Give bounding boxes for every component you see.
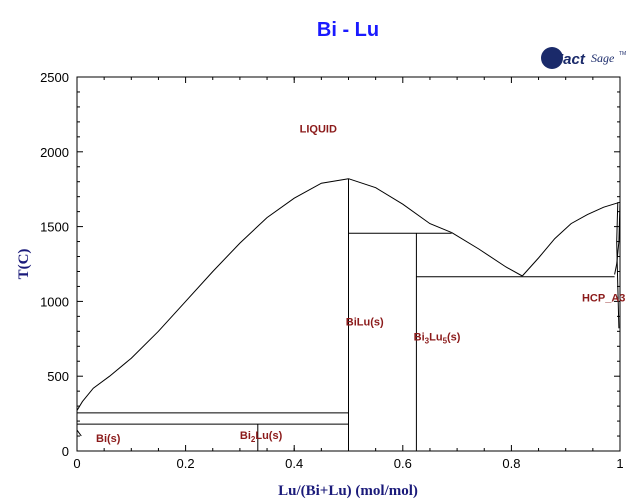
phase-boundary-0 [76,178,349,411]
x-tick-label: 0.8 [502,456,520,471]
phase-labels: LIQUID BiLu(s) Bi3Lu5(s) HCP_A3 Bi(s) Bi… [96,123,625,445]
x-tick-label: 0.2 [177,456,195,471]
y-tick-label: 1500 [40,220,69,235]
phase-boundary-3 [521,201,621,277]
phase-label-bilu: BiLu(s) [346,316,384,328]
y-tick-label: 1000 [40,294,69,309]
bi3lu5-sub-5: 5 [443,336,448,345]
factsage-logo-tm: TM [619,51,626,57]
bi3lu5-part-lu: Lu [429,331,442,343]
factsage-logo: Fact Sage TM [541,47,626,69]
phase-boundary-1 [348,178,452,234]
phase-label-bi2lu: Bi2Lu(s) [240,430,283,444]
x-tick-label: 1 [616,456,623,471]
phase-boundary-13 [76,429,82,437]
bi3lu5-part-bi: Bi [414,331,425,343]
y-tick-label: 500 [47,369,69,384]
phase-boundary-2 [451,232,523,277]
factsage-logo-sage: Sage [591,51,615,65]
y-tick-label: 0 [62,444,69,459]
axis-tick-labels: 0 0.2 0.4 0.6 0.8 1 0 500 1000 1500 2000 2500 [40,70,624,471]
phase-label-bi3lu5: Bi3Lu5(s) [414,331,461,345]
phase-label-liquid: LIQUID [300,123,337,135]
x-tick-label: 0 [73,456,80,471]
bi3lu5-sub-3: 3 [425,336,430,345]
bi2lu-sub-2: 2 [251,435,256,444]
bi3lu5-part-s: (s) [447,331,461,343]
factsage-logo-mark [541,47,563,69]
x-tick-label: 0.6 [394,456,412,471]
y-tick-label: 2000 [40,145,69,160]
y-tick-label: 2500 [40,70,69,85]
x-axis-label: Lu/(Bi+Lu) (mol/mol) [278,483,418,499]
phase-label-hcp-a3: HCP_A3 [582,292,625,304]
factsage-logo-fact: Fact [554,51,586,68]
phase-boundary-5 [614,202,621,275]
y-axis-label: T(C) [16,249,32,280]
phase-boundary-lines [76,178,621,451]
chart-title: Bi - Lu [317,19,379,41]
phase-label-bi-solid: Bi(s) [96,433,121,445]
bi2lu-part-bi: Bi [240,430,251,442]
x-tick-label: 0.4 [285,456,303,471]
bi2lu-part-lu: Lu(s) [255,430,282,442]
phase-boundary-4 [616,202,620,329]
